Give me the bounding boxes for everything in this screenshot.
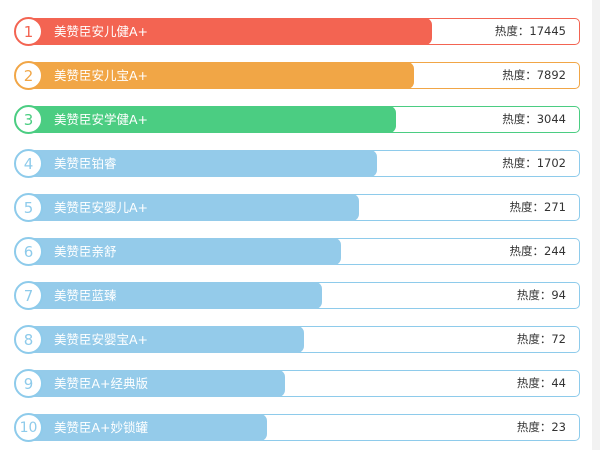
product-name: 美赞臣安学健A+	[54, 112, 149, 127]
heat-label: 热度：	[509, 200, 545, 214]
heat-number: 17445	[529, 24, 566, 38]
heat-value: 热度：72	[517, 325, 566, 354]
ranking-row[interactable]: 4 美赞臣铂睿 热度：1702	[14, 149, 580, 180]
rank-number-badge: 7	[14, 281, 43, 310]
heat-value: 热度：23	[517, 413, 566, 442]
ranking-bar-fill	[30, 18, 432, 45]
product-name: 美赞臣铂睿	[54, 156, 117, 171]
rank-number-badge: 1	[14, 17, 43, 46]
heat-number: 72	[551, 332, 566, 346]
heat-label: 热度：	[509, 244, 545, 258]
ranking-bar-fill	[30, 326, 304, 353]
scrollbar-track[interactable]	[592, 0, 600, 450]
heat-number: 3044	[536, 112, 566, 126]
ranking-row[interactable]: 10 美赞臣A+妙锁罐 热度：23	[14, 413, 580, 444]
heat-label: 热度：	[516, 376, 552, 390]
ranking-row[interactable]: 7 美赞臣蓝臻 热度：94	[14, 281, 580, 312]
heat-value: 热度：94	[517, 281, 566, 310]
heat-value: 热度：3044	[502, 105, 566, 134]
product-name: 美赞臣安儿健A+	[54, 24, 149, 39]
heat-label: 热度：	[502, 112, 537, 126]
heat-label: 热度：	[516, 332, 552, 346]
product-name: 美赞臣A+经典版	[54, 376, 149, 391]
product-name: 美赞臣安婴宝A+	[54, 332, 149, 347]
ranking-bar-fill	[30, 238, 341, 265]
heat-number: 23	[551, 420, 566, 434]
ranking-row[interactable]: 8 美赞臣安婴宝A+ 热度：72	[14, 325, 580, 356]
ranking-bar-fill	[30, 282, 322, 309]
heat-label: 热度：	[494, 24, 530, 38]
heat-value: 热度：44	[517, 369, 566, 398]
ranking-row[interactable]: 9 美赞臣A+经典版 热度：44	[14, 369, 580, 400]
ranking-bar-fill	[30, 150, 377, 177]
ranking-row[interactable]: 5 美赞臣安婴儿A+ 热度：271	[14, 193, 580, 224]
product-name: 美赞臣安婴儿A+	[54, 200, 149, 215]
heat-number: 1702	[536, 156, 566, 170]
product-name: 美赞臣A+妙锁罐	[54, 420, 149, 435]
ranking-row[interactable]: 3 美赞臣安学健A+ 热度：3044	[14, 105, 580, 136]
heat-number: 7892	[536, 68, 566, 82]
product-name: 美赞臣安儿宝A+	[54, 68, 149, 83]
ranking-bar-fill	[30, 106, 396, 133]
heat-number: 94	[551, 288, 566, 302]
rank-number-badge: 5	[14, 193, 43, 222]
ranking-row[interactable]: 6 美赞臣亲舒 热度：244	[14, 237, 580, 268]
ranking-row[interactable]: 2 美赞臣安儿宝A+ 热度：7892	[14, 61, 580, 92]
rank-number-badge: 2	[14, 61, 43, 90]
ranking-bar-fill	[30, 62, 414, 89]
rank-number-badge: 10	[14, 413, 43, 442]
heat-value: 热度：244	[510, 237, 566, 266]
heat-label: 热度：	[502, 68, 537, 82]
rank-number-badge: 9	[14, 369, 43, 398]
heat-value: 热度：7892	[502, 61, 566, 90]
heat-number: 271	[544, 200, 566, 214]
heat-number: 44	[551, 376, 566, 390]
rank-number-badge: 3	[14, 105, 43, 134]
heat-value: 热度：17445	[495, 17, 566, 46]
heat-number: 244	[544, 244, 566, 258]
heat-value: 热度：271	[510, 193, 566, 222]
heat-label: 热度：	[516, 288, 552, 302]
ranking-row[interactable]: 1 美赞臣安儿健A+ 热度：17445	[14, 17, 580, 48]
ranking-bar-fill	[30, 370, 285, 397]
rank-number-badge: 6	[14, 237, 43, 266]
rank-number-badge: 4	[14, 149, 43, 178]
ranking-bar-fill	[30, 414, 267, 441]
ranking-bar-fill	[30, 194, 359, 221]
rank-number-badge: 8	[14, 325, 43, 354]
product-name: 美赞臣蓝臻	[54, 288, 117, 303]
heat-label: 热度：	[516, 420, 552, 434]
product-name: 美赞臣亲舒	[54, 244, 117, 259]
heat-label: 热度：	[502, 156, 537, 170]
heat-value: 热度：1702	[502, 149, 566, 178]
